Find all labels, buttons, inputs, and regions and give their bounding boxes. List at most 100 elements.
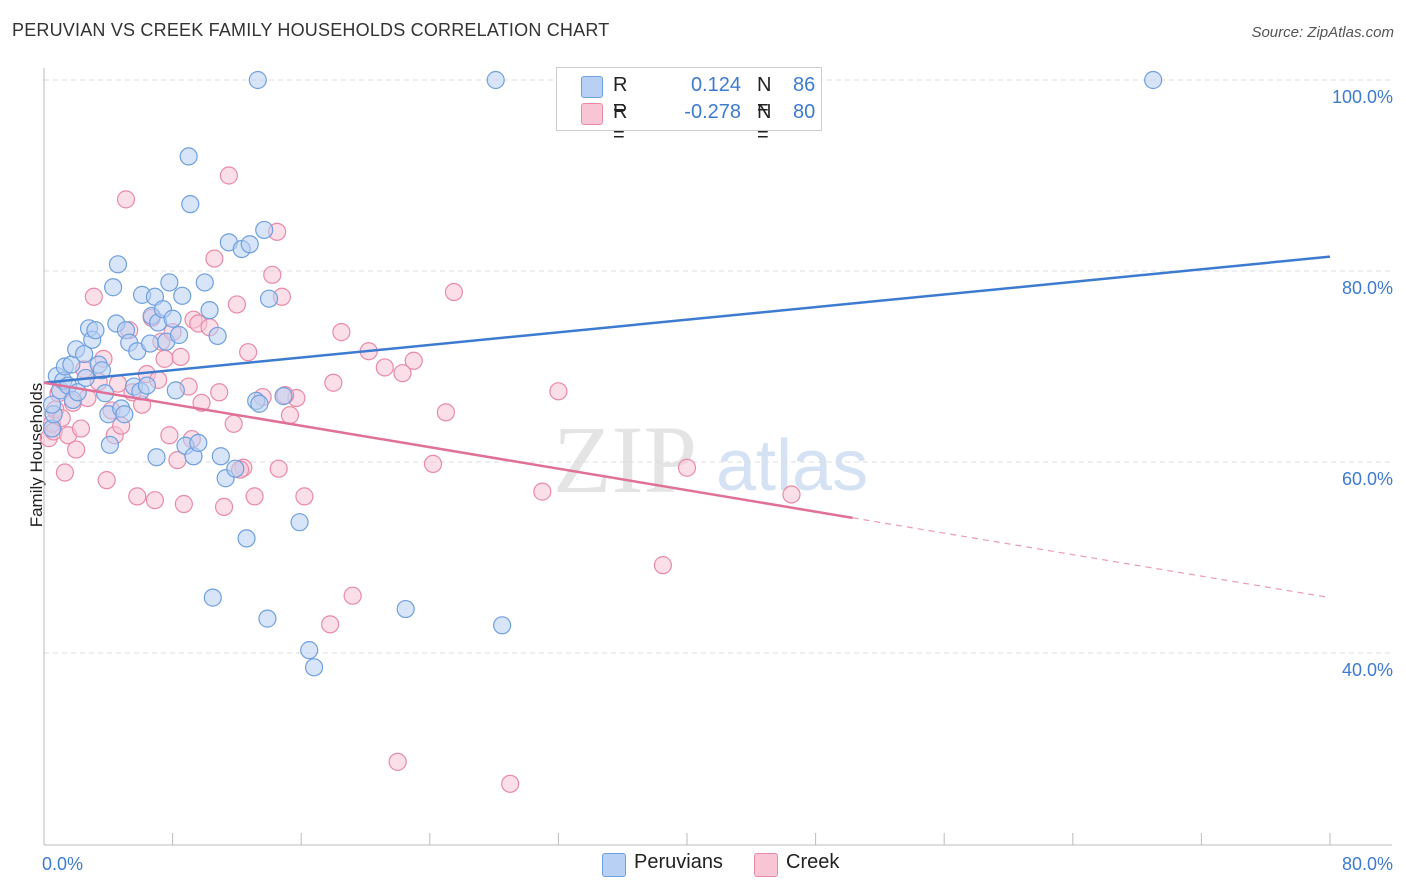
peruvian-point: [240, 235, 259, 254]
creek-point: [436, 403, 455, 422]
peruvian-point: [208, 326, 227, 346]
watermark-zip: ZIP: [553, 406, 697, 513]
creek-point: [55, 463, 74, 482]
creek-point: [653, 556, 672, 575]
x-tick-labels: 0.0% 80.0%: [42, 854, 1393, 874]
creek-point: [128, 487, 147, 506]
creek-point: [214, 497, 234, 516]
creek-point: [219, 166, 238, 185]
creek-point: [280, 406, 300, 425]
creek-point: [332, 323, 351, 342]
creek-point: [263, 265, 282, 284]
peruvian-point: [169, 325, 189, 345]
creek-point: [321, 615, 340, 634]
peruvian-point: [166, 381, 185, 400]
creek-point: [239, 343, 258, 362]
peruvian-point: [237, 529, 256, 548]
peruvian-point: [255, 220, 274, 240]
correlation-legend: R = 0.124 N = 86 R = -0.278 N = 80: [556, 67, 822, 146]
creek-point: [375, 358, 394, 377]
creek-point: [388, 752, 407, 771]
creek-trend-line: [43, 381, 853, 520]
creek-r-value: -0.278: [684, 101, 741, 123]
n-label: N =: [757, 74, 772, 119]
peruvian-point: [486, 70, 505, 90]
peruvian-point: [211, 447, 230, 466]
creek-legend-label: Creek: [786, 851, 840, 873]
axes: [43, 68, 1392, 846]
creek-legend-swatch: [754, 853, 778, 877]
creek-point: [171, 347, 190, 367]
peruvian-point: [259, 289, 279, 308]
peruvian-point: [140, 334, 160, 353]
y-tick-label-80: 80.0%: [1342, 278, 1393, 298]
creek-point: [245, 487, 264, 506]
creek-point: [295, 487, 314, 506]
creek-point: [160, 426, 179, 445]
creek-point: [71, 419, 91, 438]
creek-point: [224, 414, 243, 433]
creek-point: [192, 393, 211, 412]
peruvians-r-value: 0.124: [690, 74, 741, 96]
peruvian-point: [42, 395, 62, 414]
creek-point: [210, 383, 229, 402]
creek-trend-line-extension: [852, 517, 1331, 599]
creek-point: [116, 190, 136, 209]
n-label: N =: [757, 101, 772, 146]
peruvian-point: [173, 286, 192, 305]
peruvian-point: [160, 273, 179, 292]
source-credit: Source: ZipAtlas.com: [1251, 24, 1394, 41]
peruvians-legend-label: Peruvians: [634, 851, 723, 873]
peruvian-point: [75, 344, 94, 364]
peruvian-point: [195, 273, 214, 292]
x-tick-label-min: 0.0%: [42, 854, 83, 874]
trend-lines: [43, 255, 1331, 599]
grid-lines: [44, 79, 1392, 654]
peruvian-point: [304, 658, 324, 677]
peruvian-point: [86, 321, 105, 340]
peruvian-point: [1144, 70, 1163, 90]
creek-point: [501, 774, 520, 793]
peruvian-point: [300, 641, 319, 660]
peruvian-point: [108, 255, 128, 274]
creek-point: [67, 440, 86, 459]
peruvian-point: [203, 588, 222, 607]
r-label: R =: [613, 101, 628, 146]
peruvian-point: [226, 459, 245, 478]
creek-point: [205, 249, 224, 268]
peruvian-point: [396, 599, 415, 619]
creek-point: [155, 349, 174, 368]
creek-point: [174, 494, 193, 514]
creek-point: [444, 282, 464, 302]
creek-point: [423, 454, 443, 474]
creek-n-value: 80: [793, 101, 816, 123]
peruvian-point: [493, 616, 512, 635]
creek-point: [145, 491, 165, 510]
creek-swatch: [581, 103, 603, 125]
peruvians-swatch: [581, 76, 603, 98]
peruvian-point: [104, 278, 123, 297]
peruvians-legend-swatch: [602, 853, 626, 877]
creek-point: [393, 364, 412, 383]
peruvian-point: [100, 435, 120, 454]
creek-point: [84, 287, 103, 306]
x-tick-label-max: 80.0%: [1342, 854, 1393, 874]
creek-point: [97, 471, 116, 490]
creek-point: [549, 382, 568, 401]
peruvian-point: [250, 394, 269, 413]
y-tick-labels: 40.0% 60.0% 80.0% 100.0%: [1332, 87, 1393, 680]
peruvian-point: [290, 513, 309, 532]
peruvian-point: [137, 376, 156, 395]
y-tick-label-40: 40.0%: [1342, 660, 1393, 680]
watermark: ZIP atlas: [553, 406, 868, 513]
peruvian-point: [92, 361, 111, 380]
peruvian-points: [42, 70, 1163, 677]
peruvians-trend-line: [43, 255, 1331, 384]
peruvians-n-value: 86: [793, 74, 816, 96]
peruvian-point: [181, 195, 200, 214]
series-legend: Peruvians Creek: [0, 851, 1406, 877]
y-tick-label-100: 100.0%: [1332, 87, 1393, 107]
y-tick-label-60: 60.0%: [1342, 469, 1393, 489]
peruvian-point: [189, 433, 208, 452]
